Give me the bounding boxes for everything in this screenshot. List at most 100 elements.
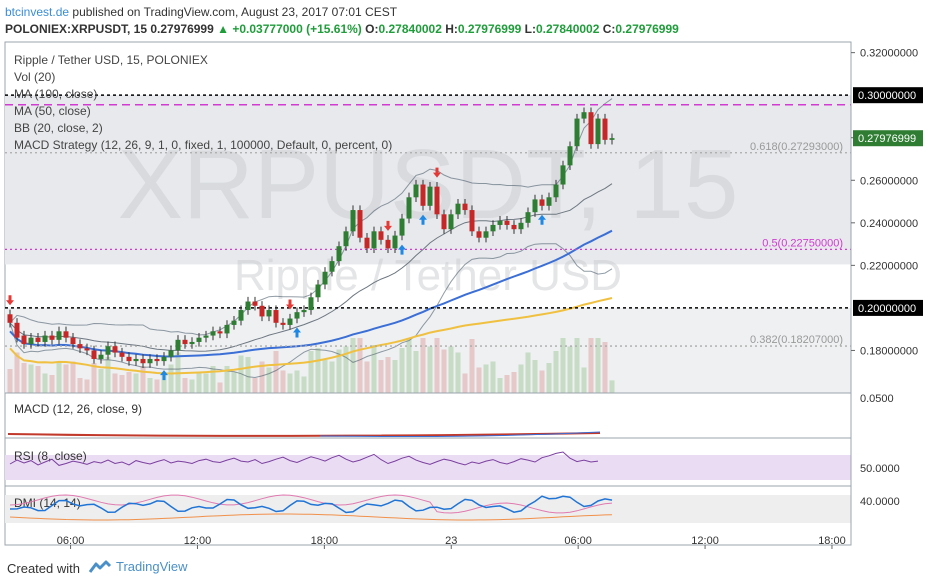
volume-bar <box>588 338 594 393</box>
volume-bar <box>511 372 517 393</box>
candle <box>350 205 356 237</box>
price-tick-label: 0.26000000 <box>860 175 918 187</box>
candle-body <box>42 335 48 342</box>
candle-body <box>385 239 391 249</box>
volume-bar <box>378 360 384 393</box>
tradingview-logo-icon <box>88 560 112 573</box>
candle-body <box>364 237 370 249</box>
tradingview-brand[interactable]: TradingView <box>88 559 188 574</box>
candle-body <box>406 197 412 219</box>
candle <box>546 192 552 211</box>
volume-bar <box>7 369 13 393</box>
close-label: C: <box>602 22 616 36</box>
candle-body <box>126 356 132 362</box>
candle <box>329 256 335 277</box>
candle <box>441 209 447 234</box>
volume-bar <box>28 364 34 393</box>
candle-body <box>168 350 174 357</box>
volume-bar <box>70 361 76 393</box>
created-with-label: Created with <box>7 561 80 576</box>
symbol-line: POLONIEX:XRPUSDT, 15 0.27976999 ▲ +0.037… <box>5 22 679 36</box>
volume-bar <box>98 369 104 393</box>
time-tick-label: 23 <box>445 535 457 547</box>
level-price-tag <box>853 299 923 316</box>
macd-signal-line <box>319 431 601 438</box>
open-label: O: <box>365 22 379 36</box>
candle <box>203 330 209 343</box>
fib-label: 0.618(0.27293000) <box>750 141 843 153</box>
rsi-line <box>9 451 599 466</box>
candle <box>560 160 566 190</box>
volume-bar <box>273 351 279 393</box>
publish-line: btcinvest.de published on TradingView.co… <box>5 5 397 19</box>
candle-body <box>210 331 216 336</box>
candle-body <box>308 297 314 311</box>
time-tick-label: 06:00 <box>564 535 592 547</box>
candle <box>161 352 167 366</box>
volume-bar <box>161 372 167 393</box>
candle <box>476 226 482 243</box>
level-price-tag-label: 0.20000000 <box>858 303 916 315</box>
legend-item: BB (20, close, 2) <box>14 121 103 135</box>
candle-body <box>399 218 405 236</box>
buy-arrow-icon <box>419 214 427 225</box>
candle <box>462 198 468 215</box>
candle-body <box>413 184 419 198</box>
candle <box>217 326 223 339</box>
candle-body <box>266 310 272 317</box>
rsi-pane <box>9 451 599 466</box>
candle <box>140 354 146 368</box>
time-tick-label: 12:00 <box>691 535 719 547</box>
candle <box>385 235 391 254</box>
candle <box>84 343 90 356</box>
chart-canvas[interactable]: XRPUSDT, 15 Ripple / Tether USD 0.618(0.… <box>0 0 928 552</box>
candle-body <box>469 210 475 232</box>
candle <box>175 335 181 356</box>
candle <box>273 305 279 328</box>
candle <box>420 179 426 211</box>
tradingview-label: TradingView <box>116 559 188 574</box>
candle <box>231 315 237 330</box>
candle-body <box>77 344 83 349</box>
candle <box>609 133 615 145</box>
candle-body <box>49 335 55 340</box>
candle-body <box>518 222 524 230</box>
volume-bar <box>308 351 314 393</box>
legend-item: Vol (20) <box>14 70 55 84</box>
volume-bar <box>469 339 475 393</box>
volume-bar <box>196 372 202 393</box>
volume-bar <box>42 373 48 393</box>
candle-body <box>490 224 496 232</box>
volume-bar <box>483 364 489 393</box>
candle-body <box>427 186 433 206</box>
candle-body <box>588 112 594 145</box>
bb-lower <box>9 243 613 379</box>
candle <box>126 352 132 366</box>
published-text: published on TradingView.com, August 23,… <box>72 5 398 19</box>
candle-body <box>315 284 321 298</box>
candle <box>287 313 293 330</box>
site-link[interactable]: btcinvest.de <box>5 5 70 19</box>
candle-body <box>98 354 104 359</box>
change-value: +0.03777000 (+15.61%) <box>232 22 362 36</box>
candle <box>98 350 104 364</box>
candle <box>168 345 174 362</box>
dmi-plus-line <box>9 495 613 514</box>
candle <box>595 113 601 149</box>
candle-body <box>553 184 559 198</box>
volume-bar <box>105 357 111 393</box>
dmi-title: DMI (14, 14) <box>14 496 81 510</box>
low-label: L: <box>524 22 536 36</box>
price-tick-label: 0.32000000 <box>860 48 918 60</box>
fib-label: 0.382(0.18207000) <box>750 334 843 346</box>
price-axis: 0.320000000.280000000.260000000.24000000… <box>850 42 923 545</box>
candle-body <box>371 231 377 249</box>
candle <box>364 233 370 254</box>
volume-bar <box>49 375 55 393</box>
candle <box>532 194 538 217</box>
candle <box>56 326 62 345</box>
candle-body <box>511 224 517 230</box>
sell-arrow-icon <box>286 299 294 310</box>
candle-body <box>217 331 223 334</box>
volume-bar <box>357 338 363 393</box>
